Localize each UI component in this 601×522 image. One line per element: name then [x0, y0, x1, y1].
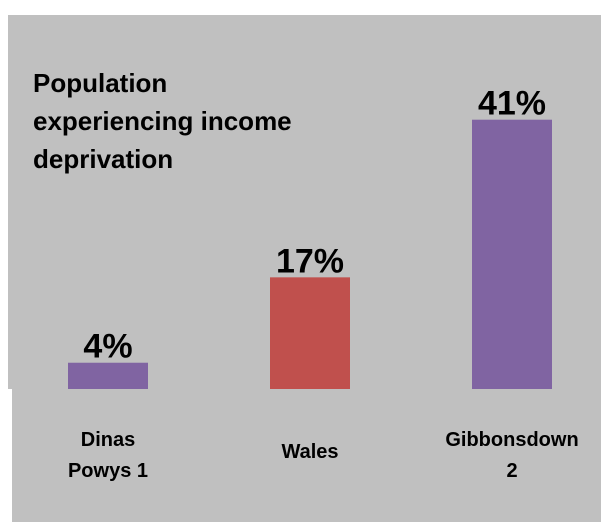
- data-label-dinas-powys-1: 4%: [83, 328, 132, 366]
- bar-gibbonsdown-2: [472, 119, 552, 390]
- data-label-wales: 17%: [276, 242, 344, 280]
- category-label-gibbonsdown-2: Gibbonsdown 2: [445, 429, 579, 482]
- plot-background-lower: [12, 389, 601, 522]
- data-labels-group: 4% 17% 41%: [83, 85, 546, 366]
- bar-wales: [270, 277, 350, 389]
- bar-dinas-powys-1: [68, 362, 148, 389]
- chart-title: Population experiencing income deprivati…: [33, 68, 292, 174]
- bars-group: [68, 119, 552, 390]
- category-label-wales: Wales: [281, 441, 339, 463]
- category-label-dinas-powys-1: Dinas Powys 1: [67, 429, 149, 482]
- data-label-gibbonsdown-2: 41%: [478, 85, 546, 123]
